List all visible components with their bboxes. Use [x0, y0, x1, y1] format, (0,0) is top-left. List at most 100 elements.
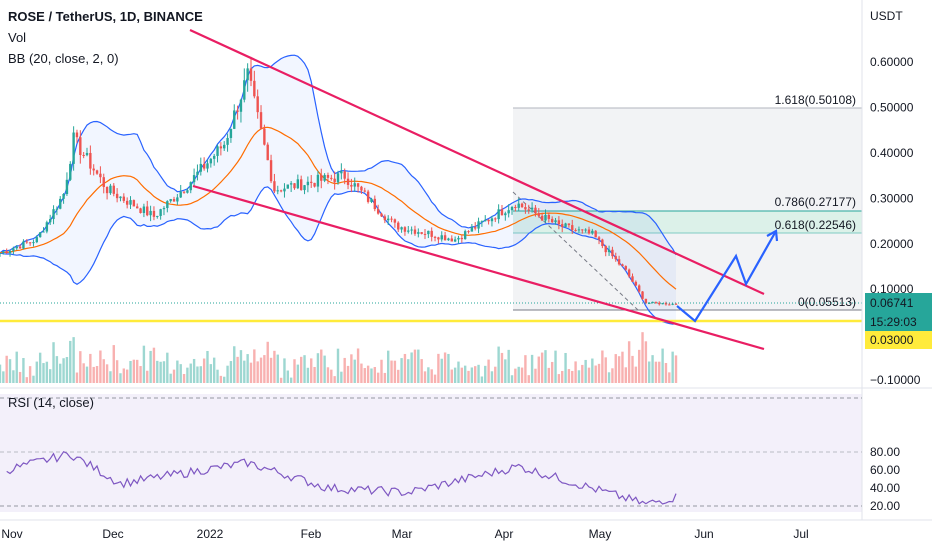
- candle-body[interactable]: [18, 246, 22, 249]
- candle-body[interactable]: [102, 177, 105, 187]
- candle-body[interactable]: [266, 144, 269, 161]
- candle-body[interactable]: [55, 208, 59, 210]
- candle-body[interactable]: [62, 194, 65, 199]
- candle-body[interactable]: [28, 242, 32, 244]
- candle-body[interactable]: [567, 223, 571, 226]
- candle-body[interactable]: [149, 210, 152, 216]
- candle-body[interactable]: [397, 222, 400, 230]
- candle-body[interactable]: [146, 206, 149, 216]
- candle-body[interactable]: [617, 259, 621, 265]
- candle-body[interactable]: [263, 128, 266, 145]
- candle-body[interactable]: [571, 225, 574, 230]
- candle-body[interactable]: [316, 174, 320, 187]
- candle-body[interactable]: [85, 152, 89, 156]
- candle-body[interactable]: [125, 200, 129, 205]
- candle-body[interactable]: [594, 230, 597, 238]
- candle-body[interactable]: [631, 276, 634, 282]
- candle-body[interactable]: [504, 213, 507, 216]
- candle-body[interactable]: [520, 203, 524, 208]
- candle-body[interactable]: [226, 137, 229, 145]
- candle-body[interactable]: [564, 223, 567, 227]
- candle-body[interactable]: [172, 199, 176, 202]
- candle-body[interactable]: [561, 224, 564, 227]
- candle-body[interactable]: [8, 250, 12, 253]
- candle-body[interactable]: [69, 163, 72, 180]
- candle-body[interactable]: [95, 170, 99, 174]
- candle-body[interactable]: [457, 237, 460, 240]
- candle-body[interactable]: [527, 209, 530, 211]
- candle-body[interactable]: [299, 179, 303, 191]
- candle-body[interactable]: [537, 213, 540, 216]
- candle-body[interactable]: [390, 218, 393, 220]
- candle-body[interactable]: [45, 222, 49, 232]
- candle-body[interactable]: [239, 99, 243, 112]
- candle-body[interactable]: [333, 178, 336, 183]
- candle-body[interactable]: [219, 146, 223, 149]
- candle-body[interactable]: [490, 218, 494, 222]
- candle-body[interactable]: [22, 241, 25, 249]
- candle-body[interactable]: [584, 229, 587, 231]
- candle-body[interactable]: [410, 229, 413, 231]
- candle-body[interactable]: [517, 203, 520, 208]
- candle-body[interactable]: [664, 303, 668, 305]
- candle-body[interactable]: [269, 160, 273, 182]
- candle-body[interactable]: [654, 301, 658, 303]
- candle-body[interactable]: [554, 220, 557, 223]
- candle-body[interactable]: [574, 229, 577, 231]
- candlesticks[interactable]: [0, 56, 678, 306]
- candle-body[interactable]: [601, 239, 604, 247]
- candle-body[interactable]: [577, 229, 581, 231]
- volume-legend[interactable]: Vol: [8, 30, 27, 45]
- channel-upper-trendline[interactable]: [189, 29, 765, 295]
- candle-body[interactable]: [313, 182, 316, 187]
- candle-body[interactable]: [353, 183, 356, 187]
- candle-body[interactable]: [403, 227, 407, 232]
- rsi-pane[interactable]: [0, 394, 862, 512]
- candle-body[interactable]: [233, 110, 236, 129]
- candle-body[interactable]: [346, 178, 350, 185]
- candle-body[interactable]: [480, 221, 484, 223]
- candle-body[interactable]: [99, 173, 102, 178]
- candle-body[interactable]: [340, 171, 343, 174]
- candle-body[interactable]: [607, 249, 611, 253]
- candle-body[interactable]: [634, 281, 638, 286]
- candle-body[interactable]: [587, 229, 591, 234]
- candle-body[interactable]: [283, 188, 286, 192]
- candle-body[interactable]: [249, 68, 253, 81]
- candle-body[interactable]: [259, 112, 263, 129]
- candle-body[interactable]: [48, 219, 52, 223]
- candle-body[interactable]: [383, 216, 387, 221]
- candle-body[interactable]: [597, 237, 601, 240]
- projection-path[interactable]: [676, 230, 777, 323]
- candle-body[interactable]: [510, 206, 514, 211]
- candle-body[interactable]: [460, 237, 464, 240]
- candle-body[interactable]: [427, 230, 430, 235]
- candle-body[interactable]: [306, 181, 310, 186]
- candle-body[interactable]: [507, 210, 510, 214]
- candle-body[interactable]: [139, 208, 142, 214]
- candle-body[interactable]: [256, 96, 259, 113]
- candle-body[interactable]: [303, 185, 306, 191]
- candle-body[interactable]: [648, 303, 651, 305]
- candle-body[interactable]: [243, 80, 246, 100]
- candle-body[interactable]: [591, 230, 594, 234]
- candle-body[interactable]: [470, 227, 474, 232]
- candle-body[interactable]: [463, 231, 467, 240]
- candle-body[interactable]: [253, 80, 256, 97]
- candle-body[interactable]: [310, 181, 313, 183]
- rsi-legend[interactable]: RSI (14, close): [8, 395, 94, 410]
- candle-body[interactable]: [668, 304, 671, 306]
- candle-body[interactable]: [540, 215, 544, 221]
- candle-body[interactable]: [129, 200, 132, 205]
- candle-body[interactable]: [417, 232, 420, 234]
- candle-body[interactable]: [5, 251, 8, 253]
- candle-body[interactable]: [122, 196, 126, 201]
- candle-body[interactable]: [641, 291, 644, 299]
- candle-body[interactable]: [273, 181, 276, 192]
- candle-body[interactable]: [169, 199, 172, 202]
- candle-body[interactable]: [323, 174, 326, 181]
- candle-body[interactable]: [547, 214, 551, 219]
- candle-body[interactable]: [326, 174, 330, 178]
- time-axis[interactable]: Nov Dec 2022 Feb Mar Apr May Jun Jul: [1, 527, 808, 541]
- candle-body[interactable]: [363, 190, 366, 192]
